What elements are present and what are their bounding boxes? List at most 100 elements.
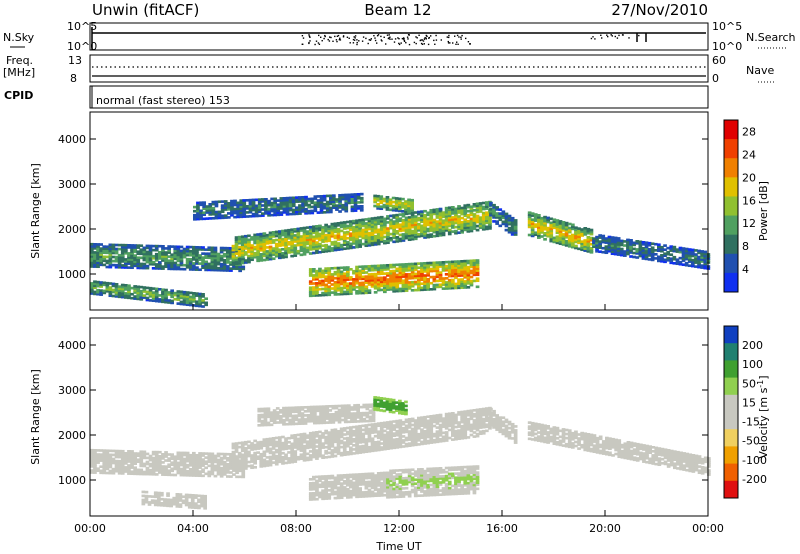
data-cell: [392, 263, 396, 267]
data-cell: [447, 262, 452, 266]
data-cell: [361, 271, 366, 275]
data-cell: [257, 206, 262, 210]
data-cell: [330, 441, 335, 444]
data-cell: [207, 458, 212, 462]
data-cell: [352, 240, 356, 243]
data-cell: [164, 247, 168, 250]
data-cell: [444, 260, 449, 264]
data-cell: [196, 201, 200, 205]
data-cell: [120, 243, 125, 247]
data-cell: [329, 196, 333, 200]
data-cell: [549, 239, 554, 243]
data-cell: [344, 195, 349, 199]
data-cell: [401, 422, 406, 426]
data-cell: [301, 204, 305, 207]
data-cell: [346, 442, 350, 446]
data-cell: [133, 295, 137, 298]
data-cell: [195, 462, 199, 465]
data-cell: [447, 418, 452, 422]
data-cell: [438, 417, 443, 421]
data-cell: [386, 286, 390, 289]
data-cell: [407, 422, 412, 425]
data-cell: [358, 277, 362, 281]
data-cell: [99, 255, 103, 259]
data-cell: [435, 216, 440, 219]
data-cell: [549, 233, 554, 237]
data-cell: [413, 215, 418, 218]
data-cell: [154, 246, 159, 250]
data-cell: [392, 271, 396, 275]
data-cell: [130, 258, 134, 261]
data-cell: [401, 265, 406, 268]
data-cell: [226, 465, 230, 468]
data-cell: [231, 248, 236, 252]
data-cell: [513, 221, 518, 224]
data-cell: [383, 276, 387, 279]
data-cell: [472, 209, 477, 212]
data-cell: [394, 199, 399, 202]
data-cell: [454, 221, 458, 225]
data-cell: [315, 282, 319, 285]
data-cell: [373, 286, 378, 290]
data-cell: [454, 425, 458, 429]
data-cell: [349, 228, 353, 231]
data-cell: [339, 433, 344, 437]
nsearch-point: [346, 36, 349, 38]
data-cell: [127, 464, 131, 467]
data-cell: [342, 223, 347, 226]
data-cell: [438, 207, 443, 211]
data-cell: [336, 293, 341, 296]
data-cell: [466, 259, 471, 263]
data-cell: [276, 205, 281, 209]
data-cell: [296, 445, 301, 449]
data-cell: [463, 422, 468, 426]
data-cell: [90, 451, 94, 454]
data-cell: [410, 207, 414, 210]
data-cell: [234, 252, 239, 256]
data-cell: [254, 210, 259, 214]
data-cell: [219, 456, 224, 460]
data-cell: [571, 241, 575, 245]
data-cell: [395, 240, 400, 243]
data-cell: [435, 210, 440, 213]
data-cell: [376, 228, 381, 232]
data-cell: [302, 232, 307, 236]
data-cell: [312, 286, 316, 289]
data-cell: [423, 213, 427, 217]
data-cell: [454, 209, 458, 213]
data-cell: [229, 255, 233, 258]
data-cell: [564, 242, 569, 245]
data-cell: [398, 429, 403, 433]
data-cell: [567, 245, 572, 248]
data-cell: [264, 208, 268, 211]
data-cell: [315, 286, 319, 289]
data-cell: [192, 304, 196, 307]
data-cell: [681, 251, 686, 254]
data-cell: [361, 224, 366, 228]
data-cell: [352, 271, 356, 275]
data-cell: [318, 242, 322, 246]
data-cell: [426, 263, 430, 267]
data-cell: [312, 237, 316, 241]
data-cell: [349, 442, 353, 446]
data-cell: [389, 444, 393, 448]
data-cell: [265, 437, 270, 441]
data-cell: [417, 212, 421, 216]
data-cell: [451, 270, 455, 274]
data-cell: [379, 270, 384, 274]
data-cell: [561, 227, 566, 230]
data-cell: [472, 409, 477, 412]
data-cell: [195, 304, 199, 308]
data-cell: [253, 459, 257, 463]
data-cell: [358, 218, 362, 222]
data-cell: [185, 303, 190, 307]
data-cell: [342, 451, 347, 455]
data-cell: [501, 214, 506, 218]
data-cell: [127, 288, 131, 292]
data-cell: [285, 196, 290, 200]
data-cell: [463, 208, 468, 211]
data-cell: [350, 205, 355, 209]
data-cell: [457, 431, 461, 435]
data-cell: [96, 453, 100, 456]
data-cell: [438, 419, 443, 423]
